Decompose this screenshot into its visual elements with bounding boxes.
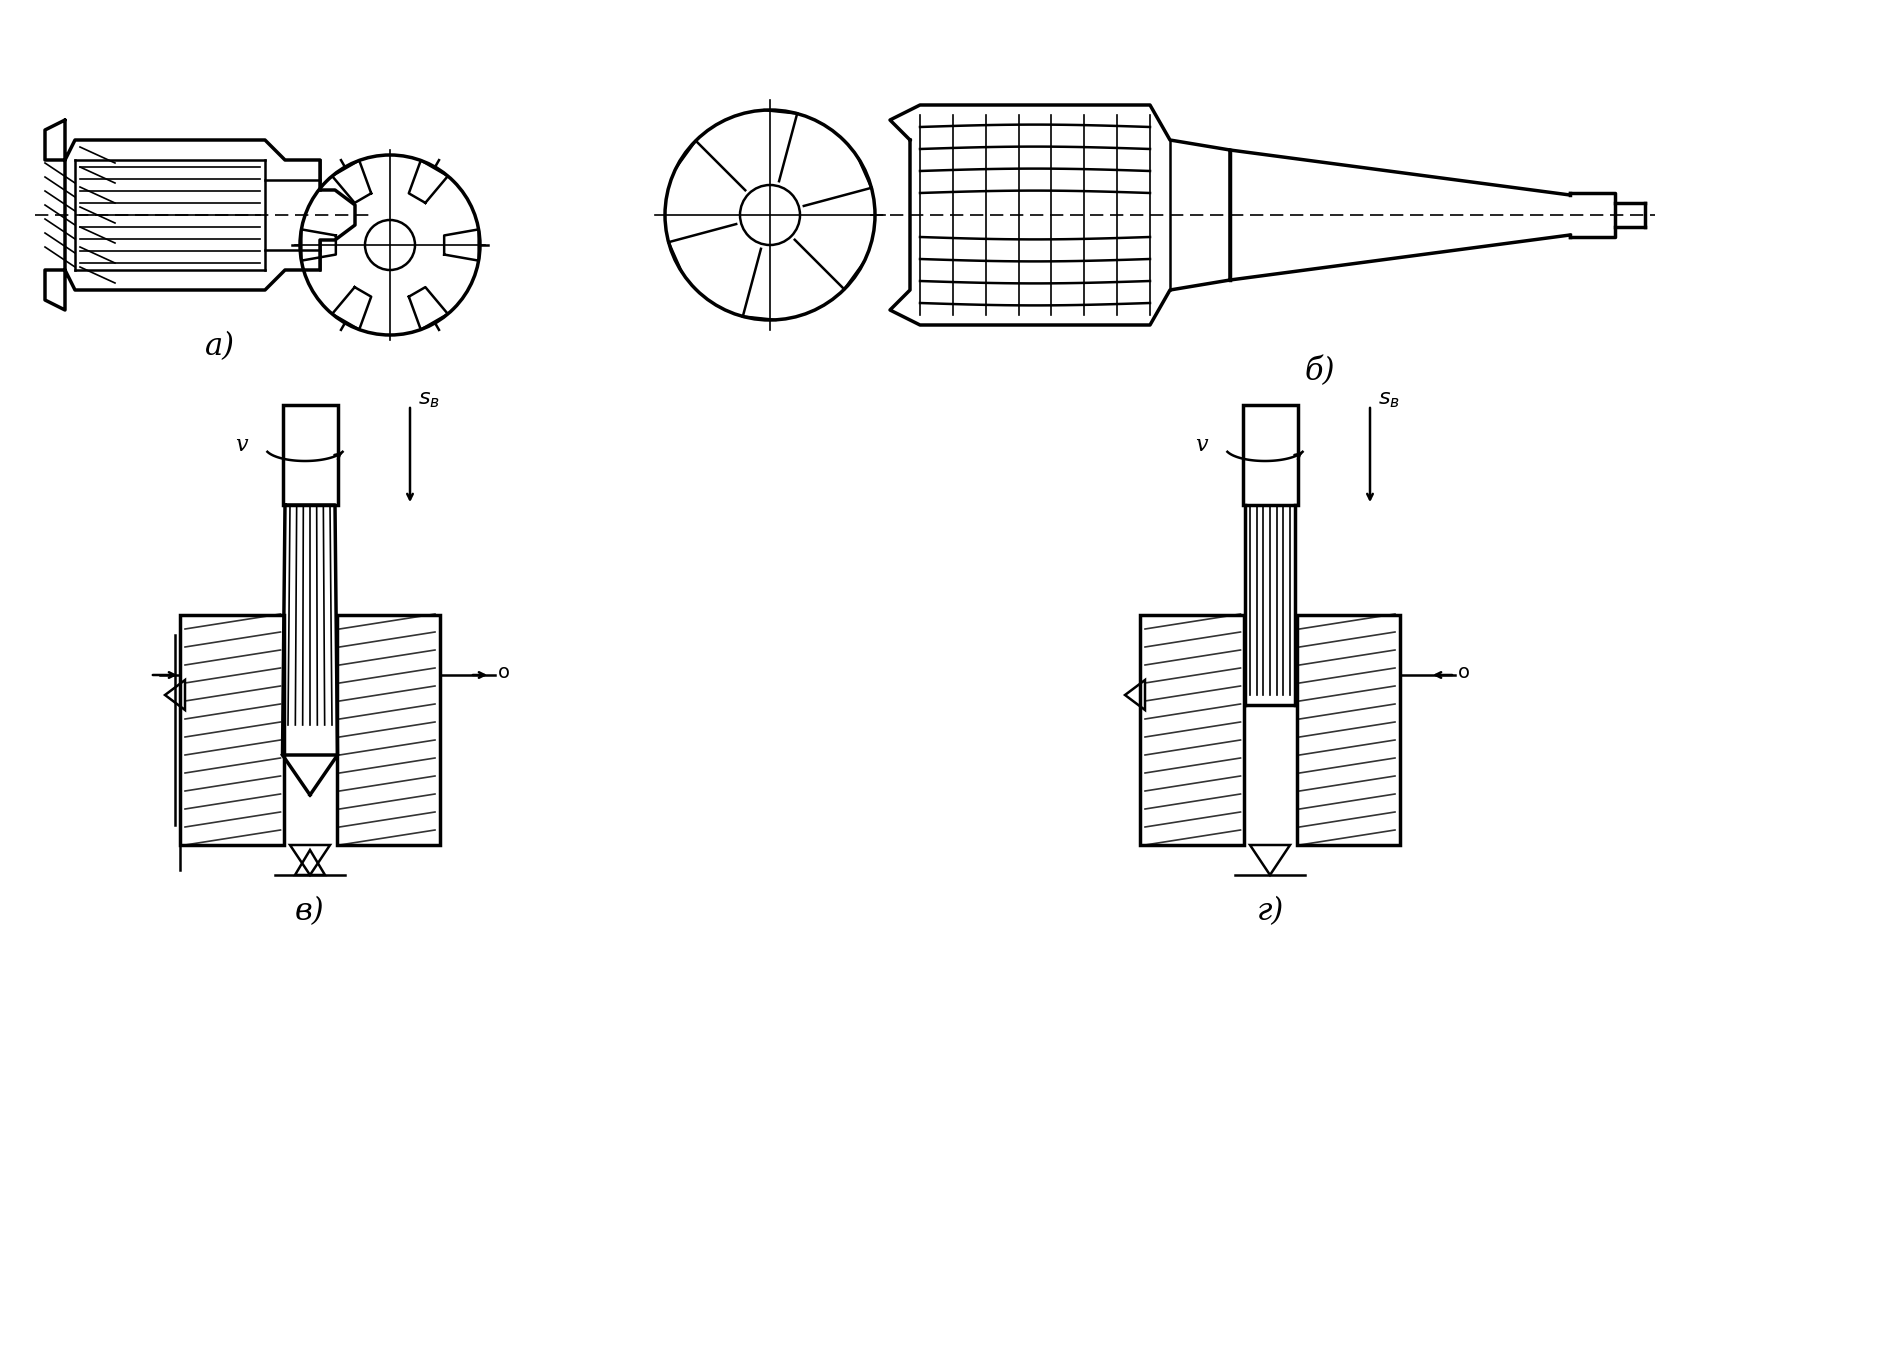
Polygon shape (1139, 616, 1243, 845)
Text: $s_в$: $s_в$ (417, 390, 440, 410)
Bar (282, 405, 338, 505)
Text: v: v (235, 434, 248, 456)
Polygon shape (337, 616, 440, 845)
Bar (1243, 405, 1297, 505)
Polygon shape (1297, 616, 1401, 845)
Polygon shape (180, 616, 284, 845)
Text: б): б) (1305, 356, 1335, 388)
Text: $s_в$: $s_в$ (1378, 390, 1401, 410)
Text: o: o (1459, 662, 1470, 681)
Text: v: v (1196, 434, 1207, 456)
Text: г): г) (1256, 895, 1284, 927)
Text: o: o (498, 662, 509, 681)
Text: в): в) (295, 895, 325, 927)
Text: а): а) (205, 330, 235, 362)
